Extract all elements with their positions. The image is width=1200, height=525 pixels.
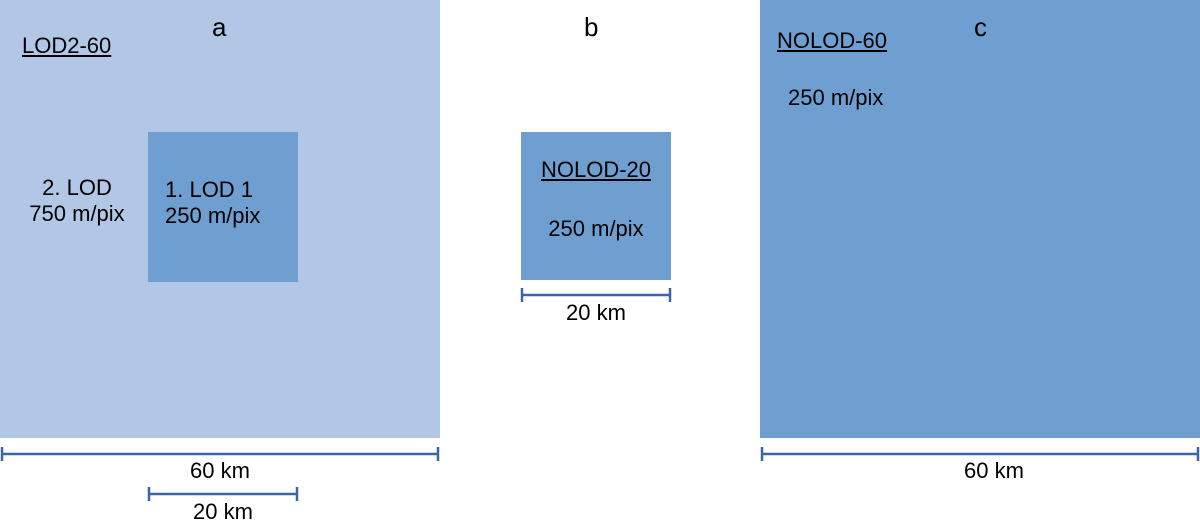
panel-a-inner-region <box>148 132 298 282</box>
panel-a-inner-label-line2: 250 m/pix <box>165 203 261 228</box>
panel-a-inner-label: 1. LOD 1 250 m/pix <box>165 177 260 229</box>
panel-c-title: NOLOD-60 <box>777 28 888 53</box>
panel-a-outer-label-line2: 750 m/pix <box>29 201 125 226</box>
panel-b-letter: b <box>584 12 599 42</box>
panel-b-title: NOLOD-20 <box>540 157 652 182</box>
panel-a-title: LOD2-60 <box>22 33 112 58</box>
panel-c-resolution: 250 m/pix <box>788 85 884 110</box>
panel-c-scale-bar <box>760 447 1200 461</box>
panel-a-outer-label: 2. LOD 750 m/pix <box>14 175 140 227</box>
panel-a-inner-label-line1: 1. LOD 1 <box>165 177 254 202</box>
panel-a-outer-label-line1: 2. LOD <box>42 175 112 200</box>
panel-a-scale-label-60km: 60 km <box>190 458 250 483</box>
panel-b-scale-bar <box>520 288 672 302</box>
panel-c-scale-label: 60 km <box>964 458 1024 483</box>
panel-b-scale-label: 20 km <box>566 300 626 325</box>
panel-c-region <box>760 0 1200 438</box>
panel-a-scale-label-20km: 20 km <box>193 499 253 524</box>
panel-b-region <box>521 132 671 280</box>
panel-a-letter: a <box>212 12 227 42</box>
panel-b-resolution: 250 m/pix <box>548 216 644 241</box>
panel-c-letter: c <box>974 12 987 42</box>
panel-a-scale-bar-20km <box>147 487 299 501</box>
panel-a-scale-bar-60km <box>0 447 440 461</box>
